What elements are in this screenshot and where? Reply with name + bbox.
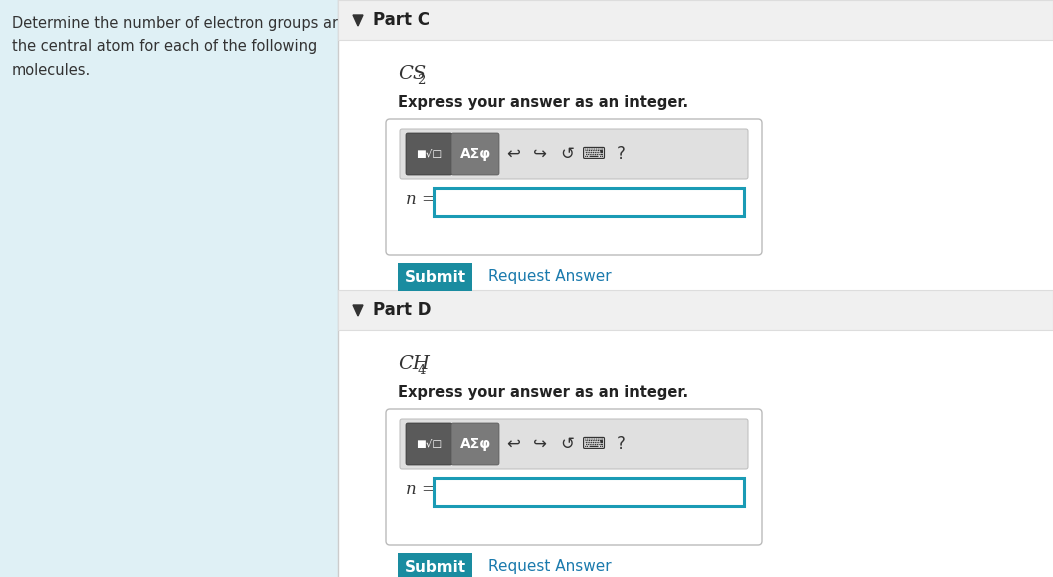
Text: ⌨: ⌨ [582,145,605,163]
FancyBboxPatch shape [434,478,744,506]
FancyBboxPatch shape [0,0,338,577]
Text: ■√□: ■√□ [416,149,442,159]
Text: 2: 2 [418,74,426,87]
Text: Determine the number of electron groups around
the central atom for each of the : Determine the number of electron groups … [12,16,375,78]
FancyBboxPatch shape [434,188,744,216]
Text: Express your answer as an integer.: Express your answer as an integer. [398,385,688,400]
Text: ?: ? [617,435,625,453]
FancyBboxPatch shape [386,409,762,545]
Text: ⌨: ⌨ [582,435,605,453]
Text: 4: 4 [418,364,426,377]
Text: n =: n = [406,192,436,208]
Text: ΑΣφ: ΑΣφ [459,147,491,161]
FancyBboxPatch shape [406,423,452,465]
Text: n =: n = [406,481,436,499]
Text: Part D: Part D [373,301,432,319]
FancyBboxPatch shape [400,129,748,179]
FancyBboxPatch shape [338,290,1053,330]
Text: ↩: ↩ [506,435,520,453]
Text: ?: ? [617,145,625,163]
Text: Request Answer: Request Answer [488,560,612,575]
Text: Submit: Submit [404,269,465,284]
Text: ↪: ↪ [533,435,547,453]
Text: ΑΣφ: ΑΣφ [459,437,491,451]
Text: Submit: Submit [404,560,465,575]
FancyBboxPatch shape [406,133,452,175]
Text: ■√□: ■√□ [416,439,442,449]
FancyBboxPatch shape [398,553,472,577]
FancyBboxPatch shape [338,0,1053,40]
Text: CS: CS [398,65,426,83]
Text: CH: CH [398,355,430,373]
Polygon shape [353,305,363,316]
Polygon shape [353,15,363,26]
FancyBboxPatch shape [398,263,472,291]
FancyBboxPatch shape [400,419,748,469]
Text: ↩: ↩ [506,145,520,163]
FancyBboxPatch shape [386,119,762,255]
Text: ↺: ↺ [560,145,574,163]
Text: Request Answer: Request Answer [488,269,612,284]
Text: ↺: ↺ [560,435,574,453]
Text: ↪: ↪ [533,145,547,163]
FancyBboxPatch shape [451,423,499,465]
FancyBboxPatch shape [451,133,499,175]
Text: Part C: Part C [373,11,430,29]
Text: Express your answer as an integer.: Express your answer as an integer. [398,95,688,110]
